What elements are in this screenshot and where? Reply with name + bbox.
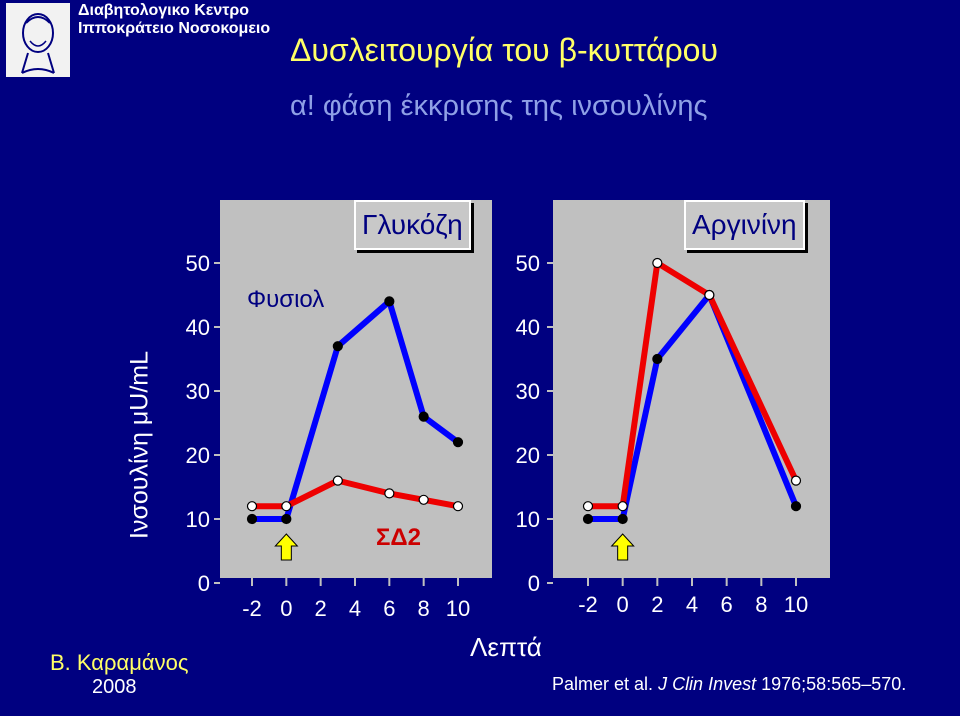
- stimulus-arrow-icon: [274, 533, 299, 561]
- stimulus-arrow-icon: [610, 533, 635, 561]
- institute-name: Διαβητολογικο Κεντρο Ιπποκράτειο Νοσοκομ…: [78, 2, 270, 38]
- data-point-normal: [790, 475, 802, 486]
- data-point-t2d: [418, 411, 429, 422]
- y-tick-label: 0: [198, 571, 210, 596]
- plot-area: [220, 200, 492, 578]
- data-point-normal: [652, 257, 663, 269]
- data-point-t2d: [652, 353, 663, 365]
- x-tick-label: 6: [721, 592, 733, 617]
- citation-ref: 1976;58:565–570.: [761, 674, 907, 694]
- data-point-normal: [582, 501, 594, 512]
- data-point-t2d: [582, 513, 594, 525]
- series-line-t2d: [252, 298, 460, 522]
- slide-subtitle: α! φάση έκκρισης της ινσουλίνης: [290, 90, 708, 122]
- data-point-normal: [246, 501, 258, 512]
- data-point-t2d: [332, 341, 343, 352]
- data-point-t2d: [246, 513, 258, 525]
- citation-authors: Palmer et al.: [552, 674, 654, 694]
- annotation-t2d: ΣΔ2: [376, 524, 421, 551]
- x-tick-label: 0: [617, 592, 629, 617]
- x-tick-label: 10: [784, 592, 808, 617]
- y-tick-label: 10: [516, 507, 540, 532]
- y-tick-label: 40: [516, 315, 540, 340]
- x-tick-label: 4: [686, 592, 698, 617]
- x-tick-label: 10: [446, 596, 470, 621]
- data-point-t2d: [790, 501, 802, 512]
- y-tick-label: 10: [186, 507, 210, 532]
- x-tick-label: 8: [418, 596, 430, 621]
- x-tick-label: 8: [755, 592, 767, 617]
- y-tick-label: 30: [516, 379, 540, 404]
- chart-title-arginine: Αργινίνη: [684, 200, 805, 250]
- data-point-t2d: [384, 296, 395, 307]
- author-name: Β. Καραμάνος: [50, 650, 189, 675]
- data-point-t2d: [281, 513, 292, 525]
- citation: Palmer et al. J Clin Invest 1976;58:565–…: [552, 674, 906, 695]
- x-axis-label: Λεπτά: [470, 632, 542, 662]
- plot-area: [553, 200, 830, 578]
- x-tick-label: -2: [578, 592, 598, 617]
- institute-line2: Ιπποκράτειο Νοσοκομειο: [78, 20, 271, 37]
- x-tick-label: 2: [651, 592, 663, 617]
- data-point-normal: [452, 501, 464, 512]
- y-tick-label: 20: [186, 443, 210, 468]
- slide-title: Δυσλειτουργία του β-κυττάρου: [290, 32, 718, 68]
- x-tick-label: 0: [280, 596, 292, 621]
- data-point-normal: [704, 289, 715, 301]
- chart-title-glucose: Γλυκόζη: [354, 200, 471, 250]
- x-tick-label: 2: [315, 596, 327, 621]
- data-point-normal: [281, 501, 292, 512]
- data-point-normal: [418, 494, 429, 505]
- citation-journal: J Clin Invest: [658, 674, 757, 694]
- logo: [6, 3, 70, 77]
- data-point-normal: [332, 475, 343, 486]
- y-tick-label: 20: [516, 443, 540, 468]
- x-tick-label: -2: [242, 596, 262, 621]
- y-tick-label: 50: [516, 251, 540, 276]
- annotation-normal: Φυσιολ: [247, 286, 325, 313]
- institute-line1: Διαβητολογικο Κεντρο: [78, 2, 250, 19]
- y-tick-label: 30: [186, 379, 210, 404]
- author-year: 2008: [92, 676, 137, 698]
- data-point-normal: [384, 488, 395, 499]
- y-tick-label: 50: [186, 251, 210, 276]
- series-line-normal: [252, 477, 459, 510]
- y-tick-label: 40: [186, 315, 210, 340]
- data-point-normal: [617, 501, 628, 512]
- x-tick-label: 4: [349, 596, 361, 621]
- y-tick-label: 0: [528, 571, 540, 596]
- hippocrates-bust-logo-icon: [21, 13, 55, 74]
- x-tick-label: 6: [383, 596, 395, 621]
- data-point-t2d: [452, 437, 464, 448]
- data-point-t2d: [617, 513, 628, 525]
